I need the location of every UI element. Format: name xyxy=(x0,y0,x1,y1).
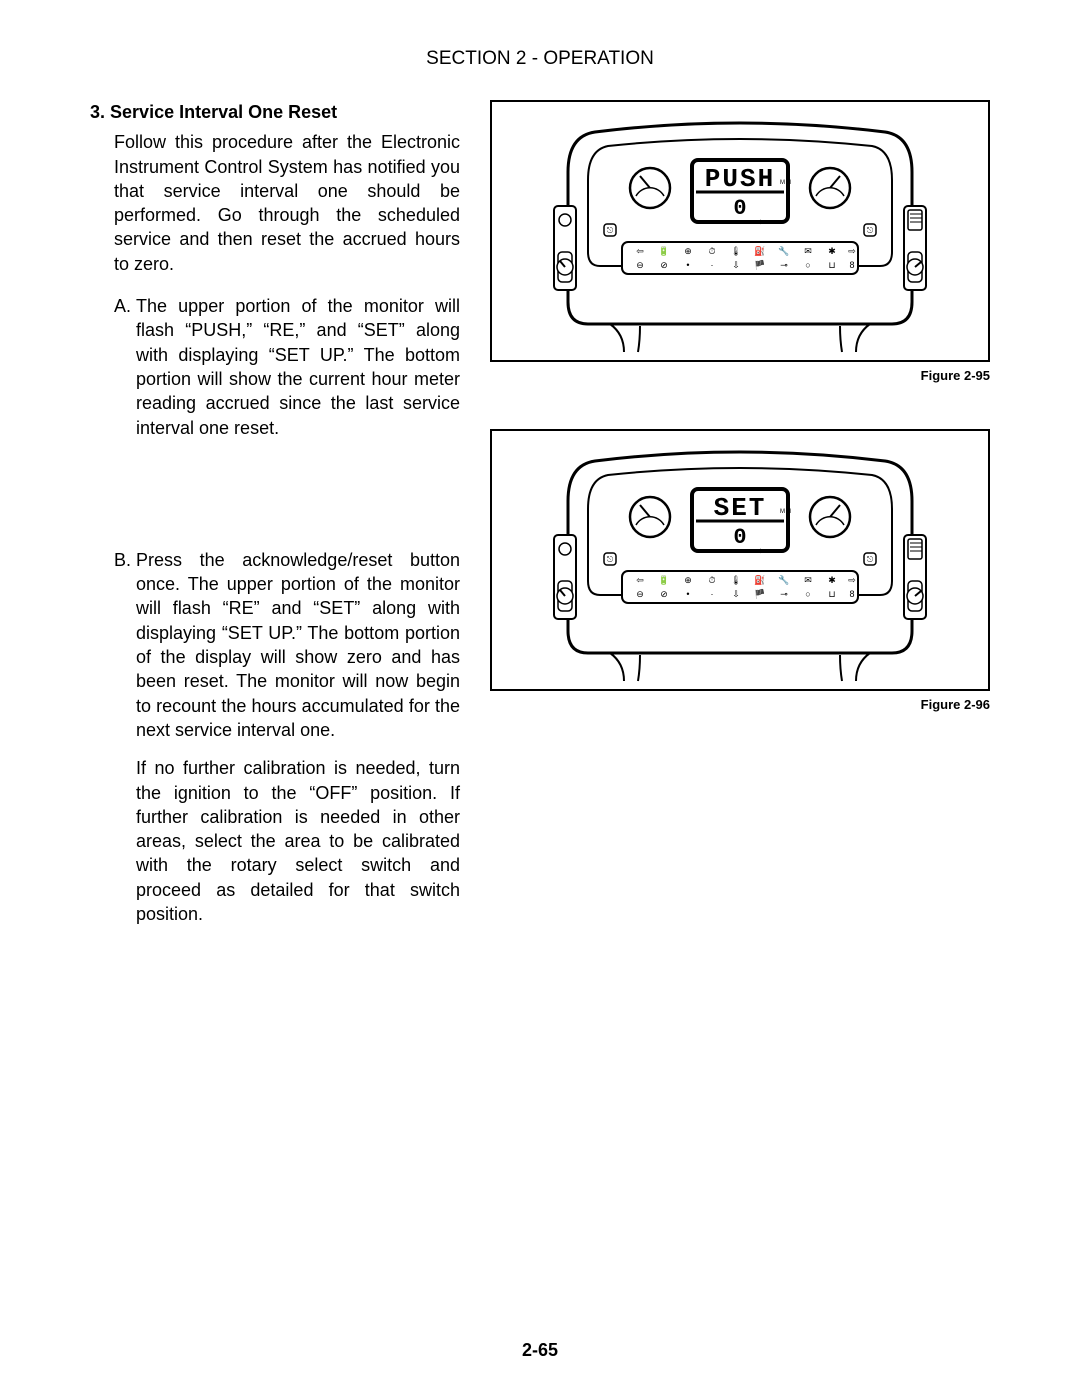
svg-text:8: 8 xyxy=(849,589,854,599)
svg-text:✱: ✱ xyxy=(828,575,836,585)
svg-text:⎋: ⎋ xyxy=(607,226,614,235)
step-b-wrap: B. Press the acknowledge/reset button on… xyxy=(90,548,460,926)
heading-title: Service Interval One Reset xyxy=(110,102,337,122)
svg-text:⊕: ⊕ xyxy=(684,246,692,256)
page: SECTION 2 - OPERATION 3. Service Interva… xyxy=(0,0,1080,1397)
svg-text:🌡: 🌡 xyxy=(730,575,741,585)
section-header: SECTION 2 - OPERATION xyxy=(90,48,990,70)
monitor-icon-bottom: ⚙ xyxy=(758,219,763,226)
svg-text:⎋: ⎋ xyxy=(867,555,874,564)
svg-text:8: 8 xyxy=(849,260,854,270)
gauge-left-2 xyxy=(630,497,670,537)
heading-3: 3. Service Interval One Reset xyxy=(90,100,460,124)
svg-text:·: · xyxy=(711,589,714,599)
content-area: 3. Service Interval One Reset Follow thi… xyxy=(90,100,990,926)
svg-text:⊘: ⊘ xyxy=(660,260,668,270)
svg-text:⏱: ⏱ xyxy=(708,246,715,256)
svg-text:⊔: ⊔ xyxy=(828,589,835,599)
svg-text:✉: ✉ xyxy=(804,575,812,585)
svg-text:⏱: ⏱ xyxy=(708,575,715,585)
figure-1-caption: Figure 2-95 xyxy=(490,368,990,383)
svg-text:🔋: 🔋 xyxy=(658,245,669,256)
svg-text:M H: M H xyxy=(780,509,791,515)
svg-text:⊸: ⊸ xyxy=(780,589,788,599)
svg-text:⊸: ⊸ xyxy=(780,260,788,270)
svg-text:🔋: 🔋 xyxy=(658,574,669,585)
svg-text:⛽: ⛽ xyxy=(754,574,765,585)
column-right xyxy=(856,324,870,352)
svg-text:○: ○ xyxy=(805,589,810,599)
svg-text:⇩: ⇩ xyxy=(732,260,740,270)
svg-text:⇦: ⇦ xyxy=(636,575,644,585)
step-a: A. The upper portion of the monitor will… xyxy=(114,294,460,440)
svg-text:✉: ✉ xyxy=(804,246,812,256)
svg-text:🏴: 🏴 xyxy=(754,588,765,599)
side-panel-left xyxy=(554,206,576,290)
svg-text:✱: ✱ xyxy=(828,246,836,256)
side-panel-right xyxy=(904,206,926,290)
svg-text:⇦: ⇦ xyxy=(636,246,644,256)
svg-text:⊘: ⊘ xyxy=(660,589,668,599)
heading-number: 3. xyxy=(90,102,105,122)
svg-text:○: ○ xyxy=(805,260,810,270)
svg-text:⇨: ⇨ xyxy=(848,246,856,256)
monitor-top-text: PUSH xyxy=(705,164,775,194)
dashboard-illustration-2: SET 0 M H ⚙ ⎋ ⎋ ⇦ 🔋 ⊕ ⏱ 🌡 ⛽ 🔧 ✉ ✱ xyxy=(492,431,988,689)
figure-column: PUSH 0 M H ⚙ ⎋ ⎋ ⇦ 🔋 ⊕ ⏱ 🌡 ⛽ xyxy=(490,100,990,926)
step-a-text: The upper portion of the monitor will fl… xyxy=(136,294,460,440)
intro-paragraph: Follow this procedure after the Electron… xyxy=(114,130,460,276)
follow-paragraph: If no further calibration is needed, tur… xyxy=(136,756,460,926)
svg-text:⎋: ⎋ xyxy=(867,226,874,235)
svg-text:⊖: ⊖ xyxy=(636,589,644,599)
svg-text:⇨: ⇨ xyxy=(848,575,856,585)
gauge-right-2 xyxy=(810,497,850,537)
monitor-top-text-2: SET xyxy=(714,493,767,523)
svg-text:·: · xyxy=(711,260,714,270)
monitor-bottom-text: 0 xyxy=(733,196,746,221)
monitor-bottom-text-2: 0 xyxy=(733,525,746,550)
svg-text:🔧: 🔧 xyxy=(778,574,789,585)
monitor-units-top: M H xyxy=(780,180,791,186)
svg-text:•: • xyxy=(686,260,689,270)
column-left xyxy=(610,324,624,352)
figure-1-box: PUSH 0 M H ⚙ ⎋ ⎋ ⇦ 🔋 ⊕ ⏱ 🌡 ⛽ xyxy=(490,100,990,362)
svg-text:🏴: 🏴 xyxy=(754,259,765,270)
figure-2-caption: Figure 2-96 xyxy=(490,697,990,712)
svg-text:⎋: ⎋ xyxy=(607,555,614,564)
page-number: 2-65 xyxy=(0,1340,1080,1361)
svg-text:•: • xyxy=(686,589,689,599)
svg-text:⊕: ⊕ xyxy=(684,575,692,585)
svg-text:⚙: ⚙ xyxy=(758,548,763,555)
figure-1-block: PUSH 0 M H ⚙ ⎋ ⎋ ⇦ 🔋 ⊕ ⏱ 🌡 ⛽ xyxy=(490,100,990,383)
step-a-marker: A. xyxy=(114,294,136,440)
gauge-left xyxy=(630,168,670,208)
svg-text:⊖: ⊖ xyxy=(636,260,644,270)
step-b-marker: B. xyxy=(114,548,136,742)
gauge-right xyxy=(810,168,850,208)
svg-text:⛽: ⛽ xyxy=(754,245,765,256)
figure-2-block: SET 0 M H ⚙ ⎋ ⎋ ⇦ 🔋 ⊕ ⏱ 🌡 ⛽ 🔧 ✉ ✱ xyxy=(490,429,990,712)
svg-text:🌡: 🌡 xyxy=(730,246,741,256)
svg-text:⇩: ⇩ xyxy=(732,589,740,599)
figure-2-box: SET 0 M H ⚙ ⎋ ⎋ ⇦ 🔋 ⊕ ⏱ 🌡 ⛽ 🔧 ✉ ✱ xyxy=(490,429,990,691)
svg-text:⊔: ⊔ xyxy=(828,260,835,270)
step-b: B. Press the acknowledge/reset button on… xyxy=(114,548,460,742)
step-b-text: Press the acknowledge/reset button once.… xyxy=(136,548,460,742)
svg-text:🔧: 🔧 xyxy=(778,245,789,256)
dashboard-illustration-1: PUSH 0 M H ⚙ ⎋ ⎋ ⇦ 🔋 ⊕ ⏱ 🌡 ⛽ xyxy=(492,102,988,360)
text-column: 3. Service Interval One Reset Follow thi… xyxy=(90,100,460,926)
